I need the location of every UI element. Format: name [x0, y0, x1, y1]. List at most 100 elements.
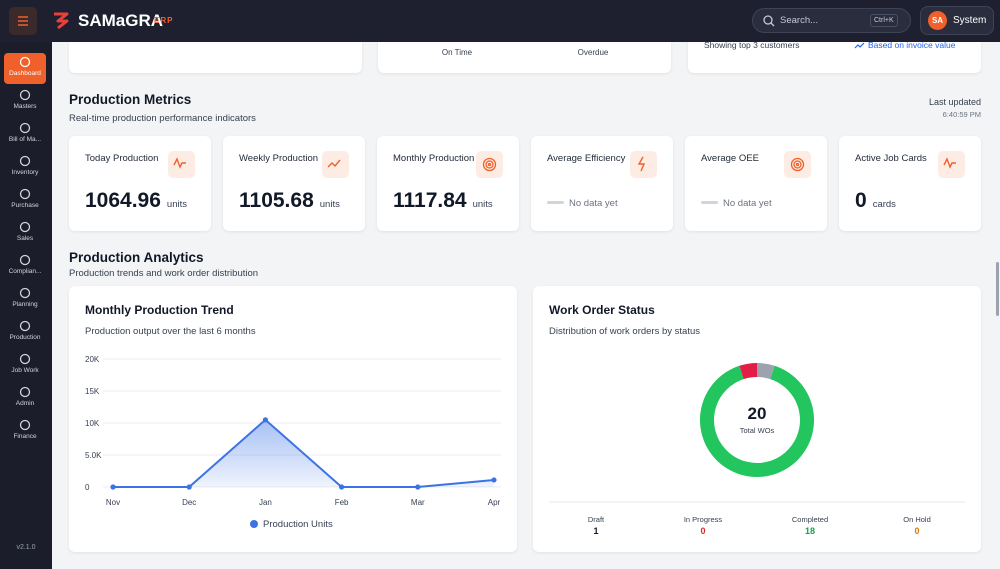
- x-tick-label: Apr: [488, 498, 501, 507]
- metric-icon: [784, 151, 811, 178]
- section-subtitle: Real-time production performance indicat…: [69, 113, 256, 124]
- center-label: Total WOs: [740, 426, 775, 435]
- status-label: Completed: [792, 515, 828, 524]
- metric-label: Active Job Cards: [855, 153, 927, 164]
- icon-ring: [793, 160, 802, 169]
- user-menu[interactable]: SA System: [920, 6, 994, 35]
- nav-icon: [19, 419, 31, 431]
- nav-icon: [19, 122, 31, 134]
- nav-icon-shape: [19, 287, 31, 299]
- trend-icon: [854, 42, 865, 49]
- menu-button[interactable]: [9, 7, 37, 35]
- status-value: 0: [914, 526, 919, 536]
- invoice-note: Based on invoice value: [868, 40, 956, 50]
- nav-item[interactable]: Bill of Ma...: [4, 119, 46, 150]
- x-tick-label: Jan: [259, 498, 272, 507]
- nav-icon-shape: [19, 254, 31, 266]
- metric-icon: [322, 151, 349, 178]
- metric-unit: units: [319, 199, 340, 210]
- icon-stroke: [173, 157, 186, 169]
- chart-subtitle: Distribution of work orders by status: [549, 326, 701, 337]
- status-panel: Work Order Status Distribution of work o…: [533, 286, 981, 552]
- nav-item[interactable]: Planning: [4, 284, 46, 315]
- status-label: Draft: [588, 515, 605, 524]
- point: [415, 484, 421, 490]
- y-tick-label: 15K: [85, 387, 100, 396]
- status-label: In Progress: [684, 515, 723, 524]
- metric-empty: No data yet: [723, 198, 772, 209]
- nav-icon: [19, 353, 31, 365]
- logo-suffix: ERP: [154, 16, 174, 25]
- avatar: SA: [928, 11, 947, 30]
- chart-title: Work Order Status: [549, 303, 655, 317]
- nav-item[interactable]: Complian...: [4, 251, 46, 282]
- nav-label: Masters: [13, 103, 37, 110]
- nav-icon: [19, 56, 31, 68]
- nav-icon: [19, 188, 31, 200]
- icon-stroke: [637, 156, 646, 172]
- x-tick-label: Dec: [182, 498, 196, 507]
- metric-icon: [938, 151, 965, 178]
- search-box[interactable]: Search... Ctrl+K: [752, 8, 911, 33]
- nav-label: Dashboard: [9, 70, 41, 77]
- metric-label: Weekly Production: [239, 153, 319, 164]
- nav-icon-shape: [19, 89, 31, 101]
- shortcut-hint: Ctrl+K: [870, 14, 898, 27]
- point: [339, 484, 345, 490]
- y-tick-label: 10K: [85, 419, 100, 428]
- nav-item[interactable]: Admin: [4, 383, 46, 414]
- nav-item[interactable]: Job Work: [4, 350, 46, 381]
- scrollbar: [996, 262, 999, 316]
- nav-icon: [19, 221, 31, 233]
- menu-icon: [18, 16, 28, 26]
- top-bar: SAMaGRA ERP Search... Ctrl+K SA System: [0, 0, 1000, 42]
- nav-icon: [19, 155, 31, 167]
- chart-title: Monthly Production Trend: [85, 303, 234, 317]
- point: [491, 477, 497, 483]
- metric-value: 1117.84: [393, 189, 467, 212]
- status-label: On Hold: [903, 515, 931, 524]
- metric-empty: No data yet: [569, 198, 618, 209]
- nav-icon-shape: [19, 353, 31, 365]
- metric-value-row: 1117.84 units: [393, 189, 493, 213]
- icon-ring: [487, 162, 492, 167]
- sidebar: v2.1.0 Dashboard Masters Bill of Ma... Inve…: [0, 42, 52, 569]
- nav-item[interactable]: Purchase: [4, 185, 46, 216]
- metric-card: Average Efficiency No data yet: [531, 136, 673, 231]
- metric-icon-glyph: [173, 157, 186, 169]
- legend-label: Production Units: [263, 519, 333, 530]
- chart-subtitle: Production output over the last 6 months: [85, 326, 256, 337]
- nav-item[interactable]: Inventory: [4, 152, 46, 183]
- x-tick-label: Feb: [335, 498, 349, 507]
- metric-label: Monthly Production: [393, 153, 475, 164]
- version: v2.1.0: [16, 544, 36, 551]
- metric-icon-glyph: [943, 157, 956, 169]
- icon-stroke: [327, 159, 341, 168]
- section-title: Production Metrics: [69, 92, 192, 107]
- nav-icon-shape: [19, 386, 31, 398]
- nav-label: Complian...: [8, 268, 42, 275]
- on-time-label: On Time: [441, 48, 473, 57]
- metric-label: Average OEE: [701, 153, 759, 164]
- nav-label: Inventory: [11, 169, 39, 176]
- nav-item[interactable]: Sales: [4, 218, 46, 249]
- nav-icon: [19, 320, 31, 332]
- nav-item[interactable]: Masters: [4, 86, 46, 117]
- nav-icon-shape: [19, 188, 31, 200]
- nav-icon: [19, 89, 31, 101]
- donut-chart: 20 Total WOs Draft 1 In Progress 0 Completed 18…: [549, 363, 965, 536]
- point: [186, 484, 192, 490]
- last-updated-label: Last updated: [928, 97, 981, 107]
- nav-item[interactable]: Production: [4, 317, 46, 348]
- center-value: 20: [748, 404, 767, 423]
- x-tick-label: Mar: [411, 498, 425, 507]
- nav-item[interactable]: Finance: [4, 416, 46, 447]
- metric-unit: units: [166, 199, 187, 210]
- metric-value-row: 0 cards: [855, 189, 896, 213]
- nav-icon-shape: [19, 221, 31, 233]
- metric-icon-glyph: [482, 157, 497, 172]
- metric-icon: [168, 151, 195, 178]
- last-updated-time: 6:40:59 PM: [942, 110, 981, 119]
- search-placeholder: Search...: [780, 15, 819, 26]
- nav-item[interactable]: Dashboard: [4, 53, 46, 84]
